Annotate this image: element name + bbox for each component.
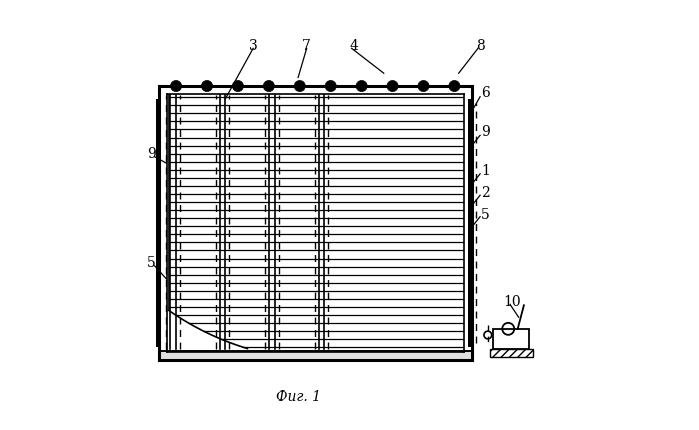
Text: 8: 8 [476,39,484,53]
Text: 5: 5 [147,256,156,270]
Circle shape [387,81,398,92]
Circle shape [201,81,212,92]
Text: 9: 9 [147,147,156,160]
Circle shape [418,81,429,92]
Circle shape [264,81,275,92]
Text: Фиг. 1: Фиг. 1 [275,390,321,404]
Text: 9: 9 [482,125,490,139]
Circle shape [294,81,305,92]
Circle shape [325,81,336,92]
Bar [489,350,533,357]
Text: 10: 10 [503,294,521,308]
Circle shape [171,81,182,92]
Text: 6: 6 [482,86,490,100]
Bar [159,351,472,360]
Circle shape [356,81,367,92]
Bar [156,100,161,347]
Circle shape [232,81,243,92]
Text: 5: 5 [482,207,490,221]
Text: 3: 3 [249,39,257,53]
Bar [468,100,474,347]
Text: 7: 7 [302,39,311,53]
Bar [493,329,529,350]
Text: 1: 1 [481,163,490,178]
Text: 2: 2 [482,185,490,200]
Circle shape [449,81,460,92]
Text: 4: 4 [350,39,358,53]
